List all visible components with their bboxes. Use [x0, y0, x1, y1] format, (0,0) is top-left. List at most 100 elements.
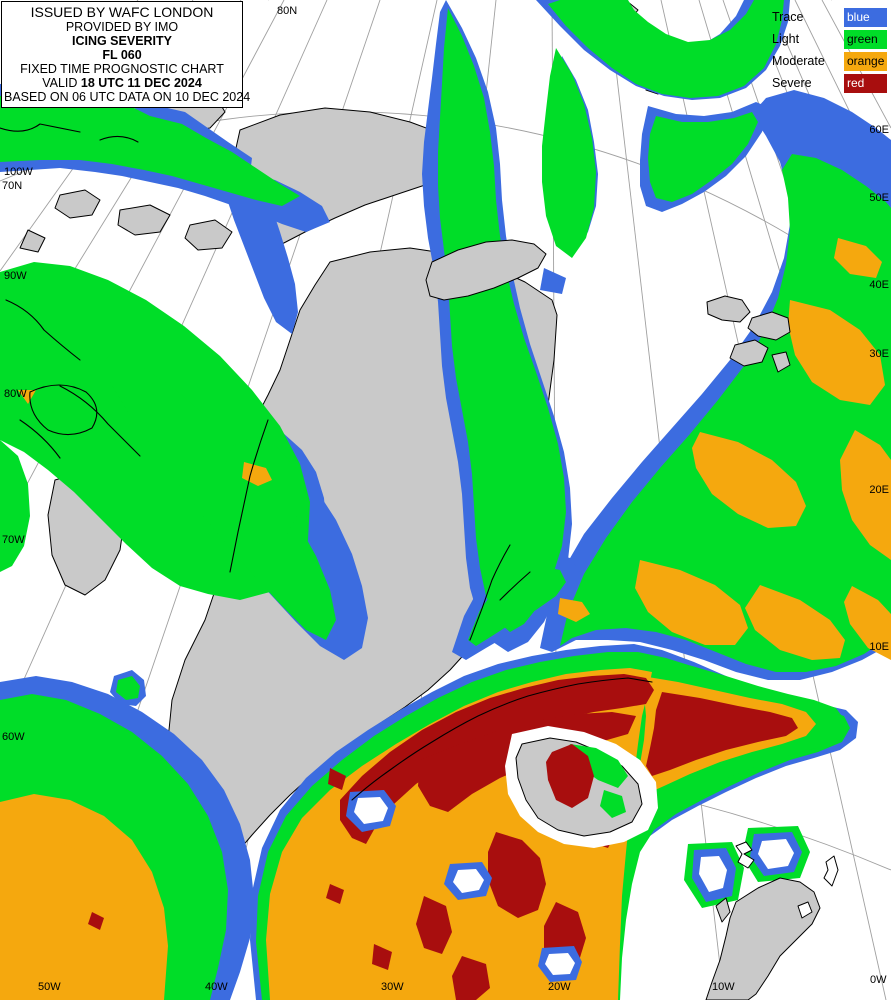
- hole-core: [545, 953, 575, 975]
- land-arctic-island: [118, 205, 170, 235]
- severe-iceland-west: [546, 744, 594, 808]
- moderate-denmark-strait: [558, 598, 590, 622]
- moderate-patch: [745, 585, 845, 660]
- light-blob: [224, 436, 300, 546]
- issuer-line: ISSUED BY WAFC LONDON: [30, 4, 214, 20]
- moderate-patch: [120, 898, 148, 928]
- hole-core: [354, 797, 388, 824]
- severe-blob: [452, 956, 490, 1000]
- legend-swatch-light: green: [844, 29, 887, 49]
- grid-label-30W: 30W: [381, 981, 404, 993]
- land-orkney: [798, 902, 812, 918]
- legend-row-severe: Severe red: [772, 72, 887, 94]
- light-blob: [116, 676, 140, 700]
- legend-row-light: Light green: [772, 28, 887, 50]
- title-box: ISSUED BY WAFC LONDON PROVIDED BY IMO IC…: [1, 1, 251, 108]
- light-blob: [468, 566, 566, 646]
- hole-core: [699, 856, 727, 892]
- moderate-patch: [50, 842, 82, 878]
- based-on-line: BASED ON 06 UTC DATA ON 10 DEC 2024: [4, 90, 251, 104]
- flight-level-line: FL 060: [102, 48, 142, 62]
- legend-swatch-trace: blue: [844, 7, 887, 27]
- grid-label-90W: 90W: [4, 270, 27, 282]
- grid-label-10E: 10E: [869, 641, 889, 653]
- light-blob: [0, 90, 300, 206]
- land-arctic-island: [20, 230, 45, 252]
- light-iceland-east: [600, 790, 626, 818]
- moderate-patch: [635, 560, 748, 645]
- legend-row-moderate: Moderate orange: [772, 50, 887, 72]
- severe-blob: [488, 832, 546, 918]
- land-shetland: [824, 856, 838, 886]
- coastlines-overlay: [0, 124, 652, 800]
- grid-label-70W: 70W: [2, 534, 25, 546]
- hole-core: [758, 839, 794, 869]
- coast-west-greenland: [230, 420, 268, 572]
- legend-label: Moderate: [772, 54, 825, 68]
- land-hebrides: [716, 898, 730, 922]
- severe-blob: [416, 896, 452, 954]
- severe-speck: [88, 912, 104, 930]
- grid-label-100W: 100W: [4, 166, 33, 178]
- legend-label: Severe: [772, 76, 812, 90]
- land-archipelago: [707, 296, 750, 322]
- chart-type-line: ICING SEVERITY: [71, 34, 173, 48]
- severe-speck: [328, 768, 346, 790]
- coast-se-greenland: [352, 678, 652, 800]
- light-blob: [0, 440, 30, 572]
- moderate-patch: [692, 432, 806, 528]
- grid-label-0W: 0W: [870, 974, 887, 986]
- land-scotland: [706, 878, 820, 1000]
- provider-line: PROVIDED BY IMO: [65, 20, 179, 34]
- grid-label-80N: 80N: [277, 5, 297, 17]
- moderate-patch: [844, 586, 891, 660]
- hole-core: [453, 869, 484, 893]
- valid-prefix: VALID: [42, 76, 81, 90]
- severe-speck: [372, 944, 392, 970]
- prognostic-line: FIXED TIME PROGNOSTIC CHART: [20, 62, 224, 76]
- graticule-labels: 80N 100W 70N 90W 80W 70W 60W 50W 40W 30W 20W 10W 0W 6…: [2, 5, 889, 993]
- light-blob: [548, 0, 784, 98]
- moderate-patch: [788, 300, 885, 405]
- land-arctic-island: [185, 220, 232, 250]
- grid-label-50E: 50E: [869, 192, 889, 204]
- land-faroe: [736, 842, 754, 868]
- coast-baffin: [6, 300, 140, 458]
- grid-label-40W: 40W: [205, 981, 228, 993]
- grid-label-60W: 60W: [2, 731, 25, 743]
- moderate-patch: [18, 390, 36, 404]
- grid-label-20W: 20W: [548, 981, 571, 993]
- land-archipelago: [748, 312, 790, 340]
- grid-label-20E: 20E: [869, 484, 889, 496]
- icing-over-land: [546, 598, 628, 818]
- grid-label-10W: 10W: [712, 981, 735, 993]
- land-archipelago: [772, 352, 790, 372]
- land-arctic-island: [55, 190, 100, 218]
- legend-label: Trace: [772, 10, 804, 24]
- trace-blob: [540, 268, 566, 294]
- legend-row-trace: Trace blue: [772, 6, 887, 28]
- light-blob: [560, 154, 891, 672]
- grid-label-80W: 80W: [4, 388, 27, 400]
- severe-tongue: [646, 692, 798, 776]
- grid-label-60E: 60E: [869, 124, 889, 136]
- land-svalbard: [426, 240, 546, 300]
- grid-label-50W: 50W: [38, 981, 61, 993]
- legend: Trace blue Light green Moderate orange S…: [772, 6, 887, 94]
- light-blob: [438, 8, 596, 632]
- moderate-patch: [834, 238, 882, 278]
- severe-speck: [326, 884, 344, 904]
- grid-label-40E: 40E: [869, 279, 889, 291]
- light-blob: [648, 112, 758, 202]
- moderate-patch: [840, 430, 891, 560]
- legend-label: Light: [772, 32, 800, 46]
- legend-swatch-moderate: orange: [844, 51, 887, 71]
- grid-label-30E: 30E: [869, 348, 889, 360]
- legend-swatch-severe: red: [844, 73, 887, 93]
- light-blob: [104, 352, 336, 640]
- valid-time: 18 UTC 11 DEC 2024: [80, 76, 202, 90]
- coast-ne-greenland: [470, 545, 530, 640]
- icing-holes: [346, 790, 802, 982]
